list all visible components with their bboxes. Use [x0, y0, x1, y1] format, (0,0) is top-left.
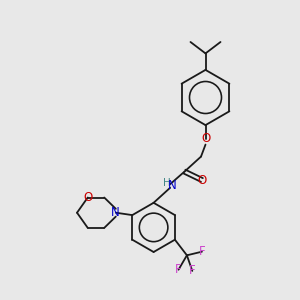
Text: N: N: [168, 179, 177, 192]
Text: O: O: [201, 132, 210, 145]
Text: O: O: [83, 191, 92, 204]
Text: F: F: [199, 245, 205, 258]
Text: F: F: [189, 264, 196, 278]
Text: O: O: [197, 173, 206, 187]
Text: N: N: [111, 206, 120, 219]
Text: H: H: [163, 178, 170, 188]
Text: F: F: [175, 263, 182, 276]
